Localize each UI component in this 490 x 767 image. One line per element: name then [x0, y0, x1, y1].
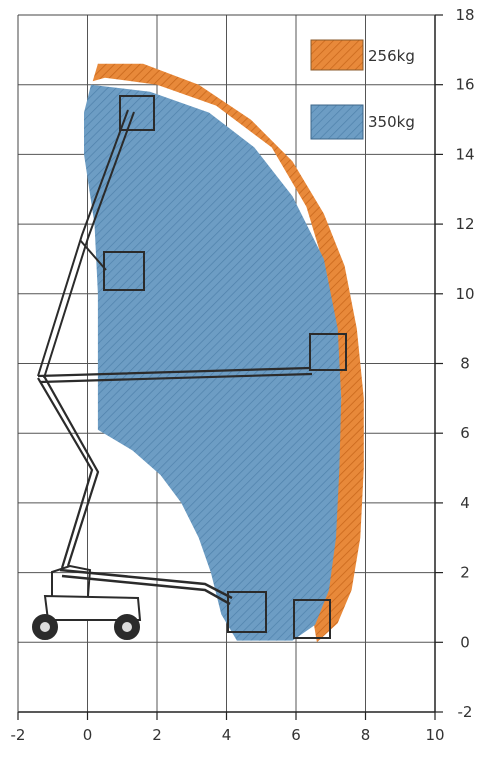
- x-tick-label: 2: [152, 726, 162, 744]
- y-tick-label: 4: [460, 494, 470, 512]
- basket-low-2: [293, 599, 331, 639]
- x-tick-label: 8: [361, 726, 371, 744]
- y-tick-label: -2: [458, 703, 473, 721]
- upper-boom-raised: [37, 109, 135, 379]
- x-tick-label: 0: [83, 726, 93, 744]
- boom-stowed: [59, 568, 233, 606]
- upper-boom-mid: [79, 239, 107, 271]
- legend-swatch-256kg: [310, 39, 364, 71]
- y-tick-label: 14: [455, 145, 474, 163]
- boom-lift-illustration: [32, 95, 347, 640]
- x-tick-label: -2: [11, 726, 26, 744]
- x-tick-label: 4: [222, 726, 232, 744]
- basket-top: [119, 95, 155, 131]
- y-tick-label: 8: [460, 355, 470, 373]
- envelope-256kg: [92, 63, 364, 643]
- x-tick-label: 6: [291, 726, 301, 744]
- basket-mid: [103, 251, 145, 291]
- x-tick-label: 10: [425, 726, 444, 744]
- legend-swatch-350kg: [310, 104, 364, 140]
- y-tick-label: 18: [455, 6, 474, 24]
- basket-low-1: [227, 591, 267, 633]
- lower-boom: [37, 375, 100, 569]
- legend: 256kg 350kg: [310, 39, 415, 140]
- y-tick-label: 6: [460, 424, 470, 442]
- axes: -2 0 2 4 6 8 10 -2 0 2 4 6 8 10 12 14 16 18: [11, 6, 475, 744]
- legend-label-256kg: 256kg: [368, 47, 415, 65]
- y-tick-label: 2: [460, 564, 470, 582]
- envelope-350kg: [84, 84, 342, 641]
- y-tick-label: 16: [455, 76, 474, 94]
- reach-envelopes: [84, 63, 364, 643]
- y-tick-label: 12: [455, 215, 474, 233]
- basket-horizontal: [309, 333, 347, 371]
- y-tick-label: 10: [455, 285, 474, 303]
- upper-boom-horizontal: [37, 366, 313, 384]
- legend-label-350kg: 350kg: [368, 113, 415, 131]
- y-tick-label: 0: [460, 633, 470, 651]
- chassis: [43, 594, 142, 621]
